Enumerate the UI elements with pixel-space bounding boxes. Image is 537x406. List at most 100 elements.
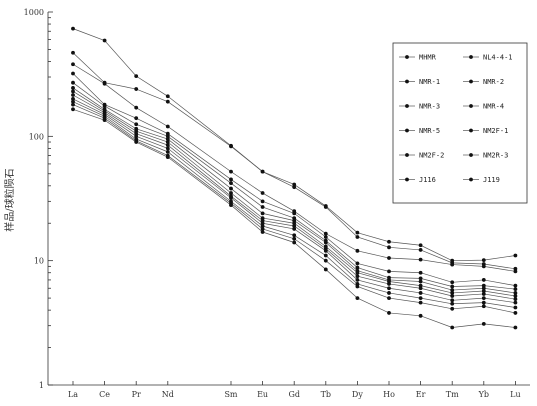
data-point <box>323 240 328 245</box>
legend-label: NM2R-3 <box>483 152 508 160</box>
data-point <box>229 169 233 174</box>
data-point <box>418 257 423 262</box>
data-point <box>450 284 455 289</box>
legend-swatch-marker <box>405 128 409 133</box>
data-point <box>355 284 360 289</box>
data-point <box>450 301 455 306</box>
data-point <box>229 203 233 207</box>
series-group <box>71 99 518 310</box>
data-point <box>387 296 391 300</box>
data-point <box>71 80 75 85</box>
data-point <box>260 205 265 209</box>
data-point <box>481 286 486 291</box>
data-point <box>355 230 360 235</box>
x-tick-label: La <box>68 390 78 399</box>
data-point <box>418 270 423 275</box>
x-tick-label: Ho <box>383 390 395 399</box>
data-point <box>355 296 360 300</box>
legend-swatch-marker <box>469 104 473 108</box>
data-point <box>481 300 486 305</box>
data-point <box>481 289 486 293</box>
data-point <box>418 286 423 291</box>
legend-swatch-marker <box>405 79 409 84</box>
x-tick-label: Sm <box>224 390 237 399</box>
data-point <box>260 191 265 195</box>
legend-label: J116 <box>419 176 436 184</box>
series-group <box>71 71 518 288</box>
y-axis-label: 样品/球粒陨石 <box>3 168 16 231</box>
series-line <box>72 52 516 270</box>
series-line <box>72 94 516 300</box>
series-group <box>71 86 518 295</box>
legend-label: NMR-4 <box>483 103 504 111</box>
series-line <box>72 63 516 272</box>
data-point <box>292 233 297 238</box>
data-point <box>292 218 297 223</box>
data-point <box>513 291 518 295</box>
data-point <box>71 97 75 101</box>
data-point <box>165 99 170 104</box>
data-point <box>260 211 265 216</box>
data-point <box>102 81 107 86</box>
data-point <box>260 227 265 231</box>
x-tick-label: Pr <box>132 390 141 399</box>
data-point <box>134 140 139 144</box>
data-point <box>481 258 486 263</box>
data-point <box>355 265 360 270</box>
data-point <box>229 186 233 191</box>
data-point <box>481 292 486 296</box>
data-point <box>323 267 328 272</box>
data-point <box>513 297 518 302</box>
series-group <box>71 107 518 330</box>
legend-label: NMR-5 <box>419 127 440 135</box>
data-point <box>355 274 360 279</box>
series-group <box>71 97 518 305</box>
data-point <box>481 283 486 288</box>
x-tick-label: Er <box>416 390 426 399</box>
data-point <box>418 248 423 252</box>
data-point <box>418 296 423 300</box>
data-point <box>481 278 486 282</box>
data-point <box>450 325 455 330</box>
data-point <box>387 256 391 260</box>
data-point <box>387 291 391 295</box>
data-point <box>387 239 391 244</box>
legend-swatch-marker <box>405 104 409 108</box>
legend-swatch-marker <box>405 55 409 59</box>
data-point <box>450 294 455 298</box>
data-point <box>418 279 423 284</box>
data-point <box>165 134 170 139</box>
data-point <box>292 240 297 245</box>
data-point <box>513 325 518 330</box>
series-line <box>72 28 516 262</box>
x-tick-label: Eu <box>257 390 268 399</box>
data-point <box>71 99 75 104</box>
series-line <box>72 82 516 290</box>
data-point <box>481 304 486 309</box>
data-point <box>418 243 423 248</box>
data-point <box>355 278 360 282</box>
data-point <box>450 291 455 295</box>
data-point <box>134 105 139 110</box>
x-tick-label: Dy <box>352 390 363 399</box>
data-point <box>260 169 265 174</box>
data-point <box>387 282 391 286</box>
data-point <box>513 305 518 310</box>
data-point <box>418 276 423 281</box>
data-point <box>71 26 75 31</box>
series-line <box>72 104 516 314</box>
data-point <box>418 291 423 295</box>
legend-label: NM2F-2 <box>419 152 444 160</box>
data-point <box>71 50 75 55</box>
data-point <box>292 224 297 228</box>
data-point <box>229 191 233 195</box>
data-point <box>292 221 297 226</box>
data-point <box>323 253 328 258</box>
legend-label: MHMR <box>419 54 437 62</box>
series-line <box>72 108 516 328</box>
legend-label: NMR-2 <box>483 78 504 86</box>
data-point <box>481 296 486 300</box>
data-point <box>71 107 75 112</box>
series-group <box>71 80 518 292</box>
